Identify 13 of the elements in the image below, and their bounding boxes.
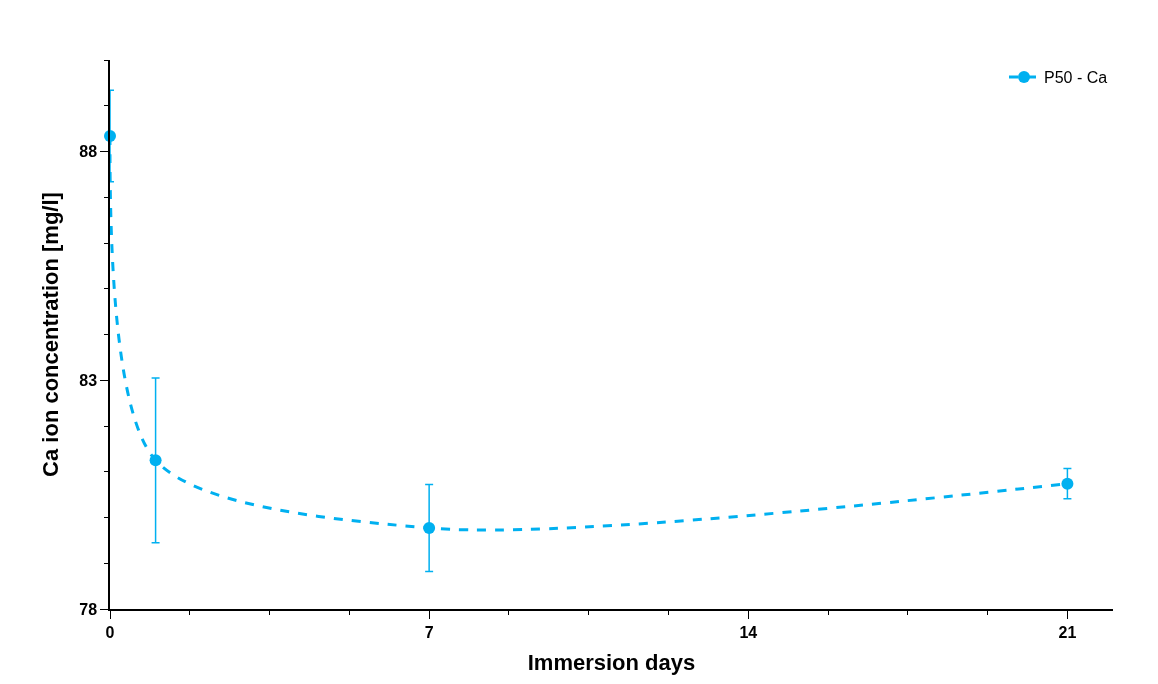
x-tick-label: 14 (739, 623, 758, 641)
point (149, 454, 162, 467)
point (1061, 477, 1074, 490)
y-axis-title: Ca ion concentration [mg/l] (37, 192, 63, 477)
y-tick-label: 83 (79, 371, 98, 389)
y-tick-label: 78 (79, 600, 98, 618)
x-tick-label: 21 (1058, 623, 1077, 641)
x-axis-title: Immersion days (527, 650, 696, 676)
x-tick-label: 7 (424, 623, 434, 641)
legend-label: P50 - Ca (1044, 69, 1108, 87)
y-tick-label: 88 (79, 143, 98, 161)
point (423, 522, 436, 535)
x-tick-label: 0 (105, 623, 115, 641)
